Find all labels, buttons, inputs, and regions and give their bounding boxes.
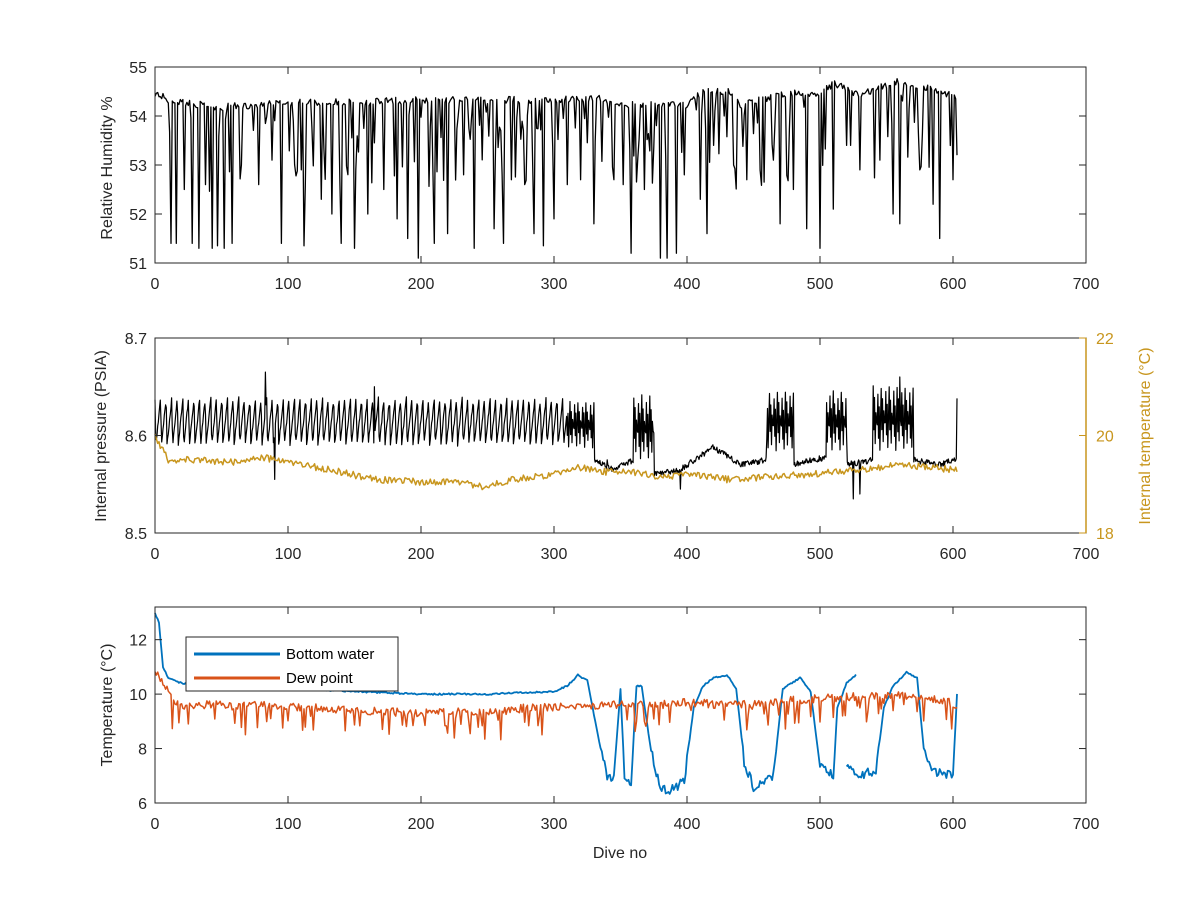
legend-box [185,636,399,692]
x-tick-label: 500 [807,816,834,833]
y-tick-label: 54 [129,109,147,126]
humidity-series [154,78,958,259]
humidity-axes: 0 100 200 300 400 500 600 700 51 52 53 54 55 [129,60,1099,293]
internal-temperature-line [154,433,958,491]
legend-label-bottom-water: Bottom water [286,646,374,663]
x-tick-label: 300 [541,816,568,833]
y-tick-label: 8.7 [125,331,147,348]
y-tick-label: 53 [129,158,147,175]
x-tick-label: 600 [940,276,967,293]
x-tick-label: 300 [541,276,568,293]
y-tick-label: 55 [129,60,147,77]
temperature-panel: 0 100 200 300 400 500 600 700 6 8 10 12 Temperature… [99,606,1100,862]
dew-point-line [154,671,958,741]
y-tick-label: 52 [129,207,147,224]
x-tick-label: 600 [940,816,967,833]
x-tick-label: 500 [807,276,834,293]
x-tick-label: 200 [408,816,435,833]
humidity-line [154,78,958,259]
temperature-axes: 0 100 200 300 400 500 600 700 6 8 10 12 [129,606,1100,833]
x-tick-label: 0 [151,276,160,293]
y-tick-label: 6 [138,796,147,813]
x-tick-label: 500 [807,546,834,563]
x-tick-label: 0 [151,816,160,833]
x-tick-label: 100 [275,276,302,293]
legend: Bottom water Dew point [185,636,399,692]
x-tick-label: 400 [674,546,701,563]
x-tick-label: 700 [1073,276,1100,293]
x-tick-label: 0 [151,546,160,563]
x-tick-label: 600 [940,546,967,563]
x-tick-label: 700 [1073,546,1100,563]
legend-label-dew-point: Dew point [286,670,354,687]
bottom-water-line [845,670,958,780]
pressure-panel: 0 100 200 300 400 500 600 700 8.5 8.6 8.7 18 20 22 In… [93,331,1154,563]
humidity-ylabel: Relative Humidity % [99,96,116,239]
x-tick-label: 400 [674,816,701,833]
temperature-ylabel: Temperature (°C) [99,644,116,767]
humidity-panel: 0 100 200 300 400 500 600 700 51 52 53 54 55 Relativ… [99,60,1099,293]
x-tick-label: 100 [275,816,302,833]
pressure-axes: 0 100 200 300 400 500 600 700 8.5 8.6 8.7 18 20 22 [125,331,1114,563]
x-tick-label: 200 [408,546,435,563]
dive-no-xlabel: Dive no [593,845,647,862]
x-tick-label: 100 [275,546,302,563]
x-tick-label: 300 [541,546,568,563]
y-right-tick-label: 22 [1096,331,1114,348]
pressure-line [154,371,958,500]
y-tick-label: 51 [129,256,147,273]
internal-temperature-ylabel: Internal temperature (°C) [1137,347,1154,524]
y-right-tick-label: 18 [1096,526,1114,543]
y-tick-label: 12 [129,633,147,650]
pressure-ylabel: Internal pressure (PSIA) [93,350,110,522]
y-tick-label: 10 [129,687,147,704]
x-tick-label: 400 [674,276,701,293]
x-tick-label: 700 [1073,816,1100,833]
y-tick-label: 8.5 [125,526,147,543]
y-right-tick-label: 20 [1096,429,1114,446]
plot-frame [154,606,1087,804]
pressure-series [154,371,958,500]
x-tick-label: 200 [408,276,435,293]
y-tick-label: 8 [138,742,147,759]
y-tick-label: 8.6 [125,429,147,446]
